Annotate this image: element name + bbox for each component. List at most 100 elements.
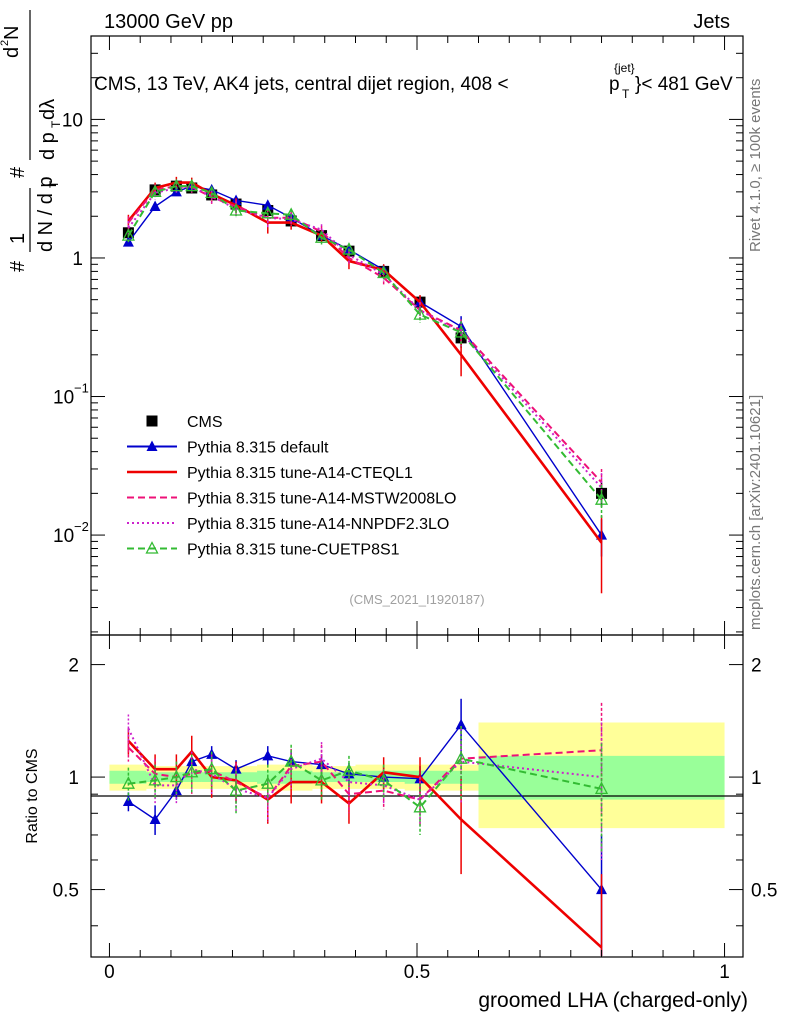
ratio-point — [455, 718, 467, 730]
ratio-line-3 — [127, 727, 602, 801]
legend-item: CMS — [146, 414, 223, 431]
ratio-point — [149, 813, 161, 824]
ylabel-hash2: # — [7, 166, 29, 178]
main-point — [284, 207, 298, 220]
main-point — [454, 325, 468, 338]
ratio-panel: 0.5 0.5 1 1 2 2 0 0.5 1 — [53, 634, 778, 983]
ratio-y-tick-label-right: 1 — [751, 768, 762, 789]
ratio-y-tick-label-right: 2 — [751, 656, 762, 677]
x-tick-label: 0.5 — [404, 962, 430, 983]
ratio-point — [261, 776, 275, 789]
main-y-tick-label: 10 — [53, 526, 74, 547]
legend-label: Pythia 8.315 tune-A14-NNPDF2.3LO — [187, 516, 449, 533]
main-line-2 — [127, 181, 603, 544]
analysis-id: (CMS_2021_I1920187) — [349, 592, 484, 607]
ratio-y-tick-labels: 0.5 0.5 1 1 2 2 — [53, 656, 778, 902]
ylabel-den1: d N / d p — [35, 176, 57, 252]
main-point — [169, 178, 183, 192]
main-point — [205, 185, 219, 199]
main-point — [262, 199, 274, 210]
ylabel-num2: d — [1, 47, 23, 58]
main-point — [261, 205, 275, 219]
ratio-point — [148, 772, 162, 786]
main-y-tick-exp: −2 — [74, 519, 89, 534]
legend: CMS Pythia 8.315 default Pythia 8.315 tune… — [127, 414, 456, 559]
ratio-point — [122, 795, 134, 807]
jets-label: Jets — [693, 11, 730, 33]
ratio-point — [342, 763, 356, 776]
ratio-point — [377, 772, 391, 786]
main-point — [342, 242, 356, 255]
main-line-4 — [127, 186, 603, 489]
legend-label: Pythia 8.315 tune-A14-CTEQL1 — [187, 465, 413, 482]
title-tail: }< 481 GeV — [635, 74, 733, 95]
ylabel-den1-sub: T — [47, 180, 61, 188]
main-line-1 — [127, 185, 603, 536]
main-series-4 — [127, 181, 603, 507]
x-tick-labels: 0 0.5 1 — [104, 962, 730, 983]
rivet-label: Rivet 4.1.0, ≥ 100k events — [747, 79, 764, 252]
legend-item: Pythia 8.315 tune-A14-MSTW2008LO — [127, 491, 456, 508]
legend-item: Pythia 8.315 tune-A14-CTEQL1 — [127, 465, 413, 482]
legend-label: Pythia 8.315 tune-A14-MSTW2008LO — [187, 491, 456, 508]
x-axis-label: groomed LHA (charged-only) — [478, 989, 748, 1012]
ratio-ylabel: Ratio to CMS — [24, 748, 41, 843]
ratio-y-tick-label-right: 0.5 — [751, 881, 777, 902]
main-point — [121, 228, 135, 241]
ratio-point — [262, 749, 274, 761]
x-tick-label: 0 — [104, 962, 115, 983]
legend-label: Pythia 8.315 default — [187, 440, 329, 457]
ratio-point — [284, 754, 298, 767]
mcplots-label: mcplots.cern.ch [arXiv:2401.10621] — [747, 395, 764, 630]
main-point — [377, 265, 391, 279]
ratio-y-tick-label-left: 2 — [68, 656, 79, 677]
main-point — [413, 307, 427, 320]
ratio-point — [185, 764, 199, 778]
main-point — [149, 200, 161, 212]
main-point — [122, 227, 134, 239]
ratio-plot-data — [121, 698, 609, 956]
ratio-y-tick-label-left: 1 — [68, 768, 79, 789]
main-line-3 — [127, 185, 603, 484]
main-point — [594, 492, 609, 505]
ylabel-hash1: # — [7, 260, 29, 272]
ratio-axis-ticks — [91, 635, 743, 957]
ratio-line-1 — [127, 739, 603, 949]
main-point — [148, 184, 162, 198]
ylabel-den2-sub: T — [49, 120, 63, 128]
ratio-point — [121, 776, 135, 789]
main-point — [229, 203, 243, 216]
ratio-point — [454, 751, 468, 764]
main-ylabel: # 1 d N / d p T # d 2 N d p T dλ — [0, 10, 63, 272]
ylabel-den2-tail: dλ — [37, 99, 59, 120]
main-series-0 — [122, 180, 608, 507]
title-pt-sub: T — [622, 87, 630, 101]
ratio-point — [229, 783, 243, 796]
main-series-5 — [121, 178, 609, 520]
legend-item: Pythia 8.315 default — [127, 440, 329, 457]
legend-marker — [146, 440, 158, 451]
ratio-y-tick-label-left: 0.5 — [53, 881, 79, 902]
main-axis-ticks — [91, 35, 743, 635]
main-point — [314, 230, 329, 243]
ratio-point — [205, 761, 219, 775]
legend-label: CMS — [187, 414, 223, 431]
ylabel-den2: d p — [37, 132, 59, 160]
title-pt-sup: {jet} — [614, 61, 635, 75]
ylabel-num2-sup: 2 — [0, 40, 11, 46]
ylabel-num2-tail: N — [1, 26, 23, 40]
main-point — [185, 178, 199, 192]
ratio-point — [594, 781, 609, 795]
plot-title: CMS, 13 TeV, AK4 jets, central dijet reg… — [94, 61, 733, 101]
legend-item: Pythia 8.315 tune-A14-NNPDF2.3LO — [127, 516, 449, 533]
energy-label: 13000 GeV pp — [104, 11, 233, 33]
main-y-tick-label: 1 — [72, 249, 83, 270]
legend-marker — [145, 541, 159, 554]
ratio-series-4 — [121, 725, 609, 853]
ratio-line-0 — [128, 723, 603, 891]
main-y-tick-label: 10 — [53, 388, 74, 409]
title-main: CMS, 13 TeV, AK4 jets, central dijet reg… — [94, 74, 509, 95]
main-plot-data — [121, 176, 609, 594]
title-pt: p — [609, 74, 620, 95]
